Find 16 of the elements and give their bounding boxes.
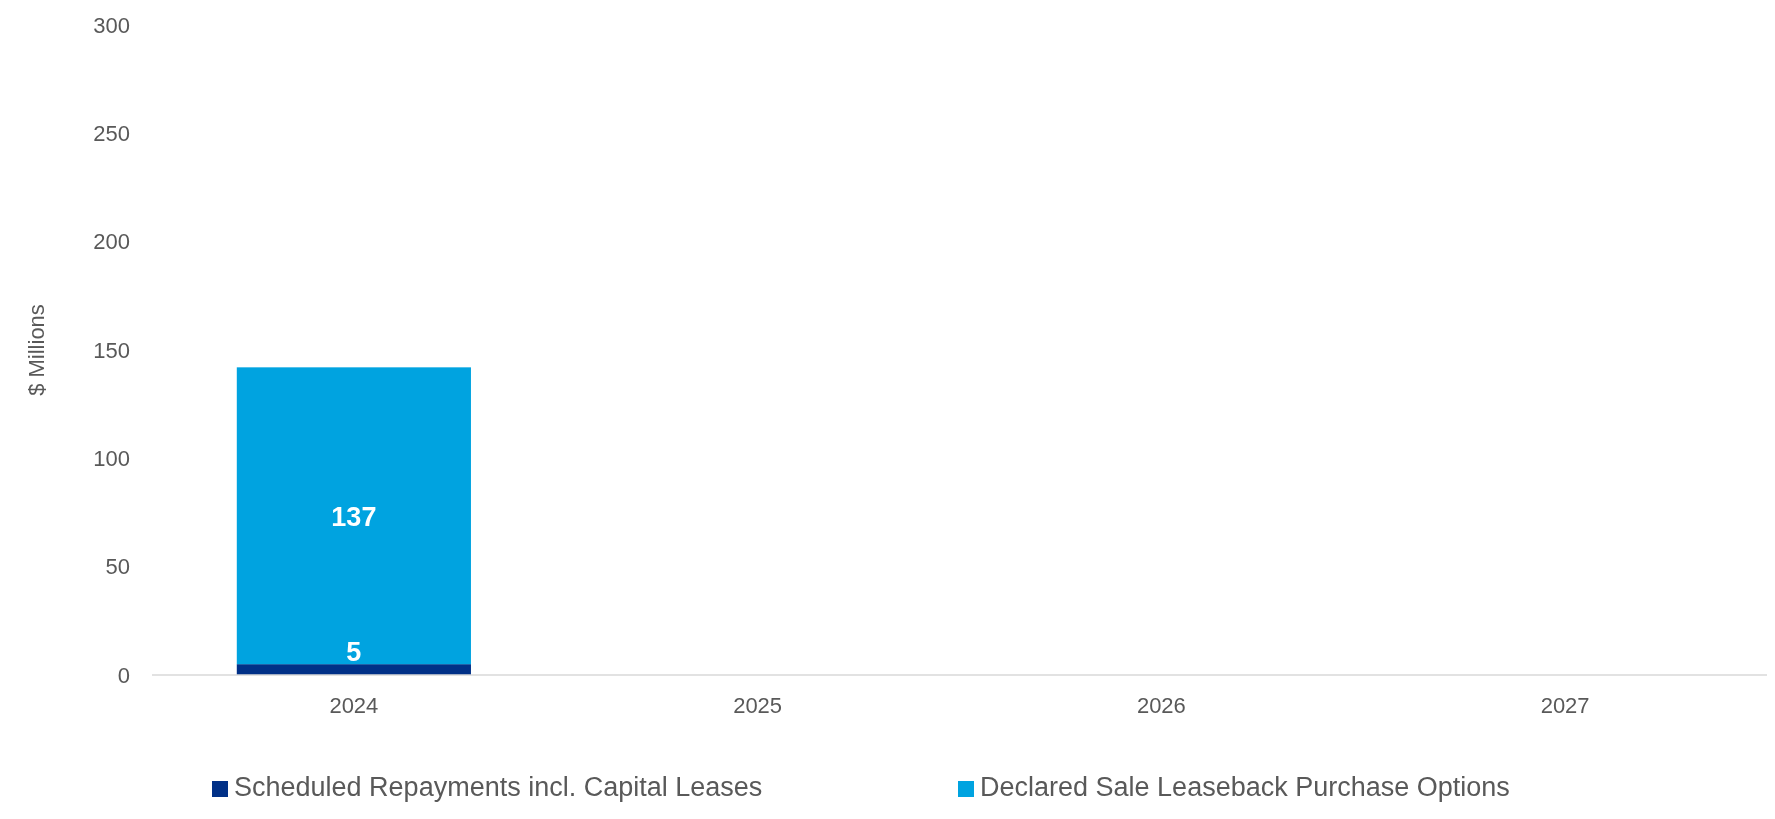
y-tick-label: 0 bbox=[117, 662, 130, 688]
x-tick-label: 2024 bbox=[329, 693, 379, 718]
y-tick-label: 50 bbox=[105, 554, 130, 580]
y-tick-label: 100 bbox=[93, 446, 130, 472]
y-axis-title: $ Millions bbox=[24, 304, 49, 396]
data-label: 137 bbox=[331, 501, 377, 532]
y-tick-label: 150 bbox=[93, 337, 130, 363]
y-tick-label: 250 bbox=[93, 121, 130, 147]
x-tick-label: 2025 bbox=[733, 693, 783, 718]
x-tick-label: 2026 bbox=[1136, 693, 1186, 718]
legend-label: Scheduled Repayments incl. Capital Leases bbox=[234, 772, 763, 802]
legend-label: Declared Sale Leaseback Purchase Options bbox=[980, 772, 1510, 802]
y-tick-label: 300 bbox=[93, 12, 130, 38]
x-tick-label: 2027 bbox=[1540, 693, 1590, 718]
y-tick-label: 200 bbox=[93, 229, 130, 255]
data-label: 5 bbox=[346, 637, 362, 668]
